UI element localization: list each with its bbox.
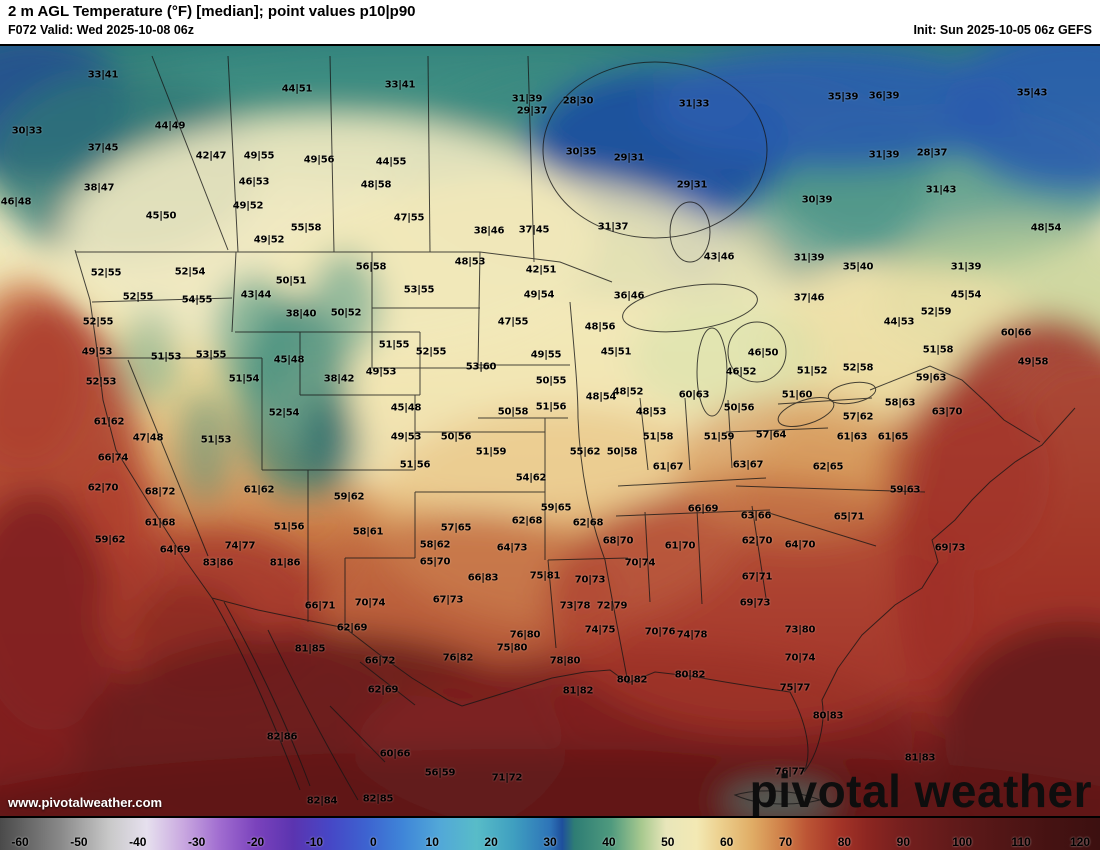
header: 2 m AGL Temperature (°F) [median]; point… [0,0,1100,46]
temperature-map-svg [0,46,1100,816]
colorbar-tick: 40 [602,835,616,849]
colorbar-tick: 120 [1069,835,1091,849]
colorbar-tick: -20 [246,835,265,849]
colorbar-tick: -30 [187,835,206,849]
colorbar-tick: 80 [837,835,852,849]
colorbar-tick: 0 [369,835,377,849]
watermark-site-url: www.pivotalweather.com [8,795,163,810]
colorbar-tick: 110 [1011,835,1031,849]
forecast-valid-label: F072 Valid: Wed 2025-10-08 06z [8,23,194,37]
colorbar-tick: 20 [484,835,498,849]
colorbar-tick: 30 [543,835,557,849]
colorbar-tick: -10 [305,835,324,849]
colorbar-tick: 90 [896,835,911,849]
colorbar-tick: -50 [70,835,88,849]
map-title: 2 m AGL Temperature (°F) [median]; point… [8,3,416,20]
colorbar-tick: 50 [661,835,675,849]
colorbar-tick: -60 [11,835,29,849]
colorbar-tick: -40 [129,835,147,849]
colorbar-gradient [0,818,1100,850]
colorbar-tick: 70 [778,835,793,849]
watermark-brand-logo: pivotal weather [749,765,1092,816]
geo-borders [74,55,1076,805]
model-init-label: Init: Sun 2025-10-05 06z GEFS [913,23,1092,37]
map-area[interactable]: www.pivotalweather.com pivotal weather [0,46,1100,816]
colorbar-tick: 60 [719,835,734,849]
colorbar-tick: 10 [425,835,439,849]
colorbar-legend: -60 -50 -40 -30 -20 -10 0 10 20 30 40 50 60 70 80 90 100… [0,816,1100,850]
colorbar-tick: 100 [952,835,973,849]
colorbar-ticks: -60 -50 -40 -30 -20 -10 0 10 20 30 40 50 60 70 80 90 100… [0,818,1100,850]
temperature-anomaly-blobs [0,46,1100,816]
